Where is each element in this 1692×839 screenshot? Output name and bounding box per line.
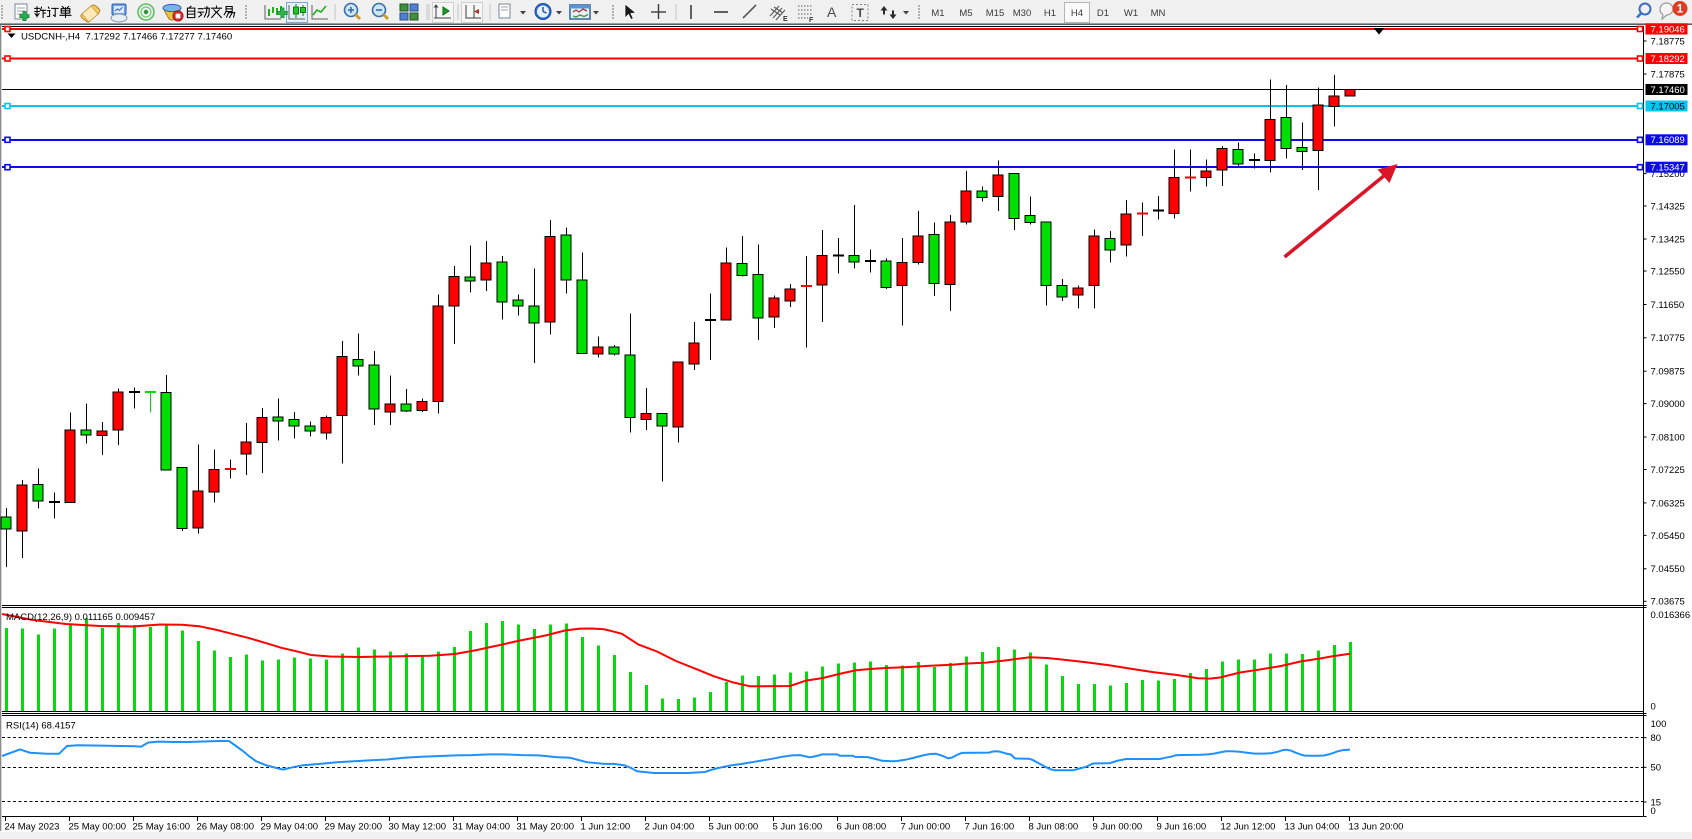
- svg-text:D1: D1: [1097, 8, 1109, 19]
- svg-text:7.10775: 7.10775: [1651, 333, 1685, 344]
- svg-text:7.03675: 7.03675: [1651, 597, 1685, 608]
- svg-text:25 May 00:00: 25 May 00:00: [69, 822, 127, 833]
- svg-text:0.016366: 0.016366: [1651, 610, 1691, 621]
- svg-text:2 Jun 04:00: 2 Jun 04:00: [645, 822, 695, 833]
- svg-text:7.09000: 7.09000: [1651, 399, 1685, 410]
- svg-text:M1: M1: [931, 8, 944, 19]
- svg-text:13 Jun 04:00: 13 Jun 04:00: [1285, 822, 1340, 833]
- svg-text:9 Jun 16:00: 9 Jun 16:00: [1157, 822, 1207, 833]
- svg-text:9 Jun 00:00: 9 Jun 00:00: [1093, 822, 1143, 833]
- svg-text:13 Jun 20:00: 13 Jun 20:00: [1349, 822, 1404, 833]
- svg-text:7 Jun 00:00: 7 Jun 00:00: [901, 822, 951, 833]
- svg-text:7.07225: 7.07225: [1651, 465, 1685, 476]
- svg-text:7.17005: 7.17005: [1651, 101, 1685, 112]
- svg-text:M30: M30: [1013, 8, 1031, 19]
- svg-text:29 May 20:00: 29 May 20:00: [325, 822, 383, 833]
- svg-text:0: 0: [1651, 702, 1656, 713]
- svg-text:26 May 08:00: 26 May 08:00: [197, 822, 255, 833]
- svg-text:31 May 20:00: 31 May 20:00: [517, 822, 575, 833]
- svg-text:1 Jun 12:00: 1 Jun 12:00: [581, 822, 631, 833]
- svg-text:7.08100: 7.08100: [1651, 432, 1685, 443]
- svg-text:12 Jun 12:00: 12 Jun 12:00: [1221, 822, 1276, 833]
- svg-text:F: F: [809, 17, 814, 24]
- svg-text:7.17875: 7.17875: [1651, 69, 1685, 80]
- svg-text:7.15347: 7.15347: [1651, 163, 1685, 174]
- svg-text:5 Jun 00:00: 5 Jun 00:00: [709, 822, 759, 833]
- svg-text:7.12550: 7.12550: [1651, 266, 1685, 277]
- svg-text:T: T: [857, 6, 865, 20]
- svg-text:7.13425: 7.13425: [1651, 234, 1685, 245]
- svg-text:A: A: [827, 4, 837, 20]
- svg-text:80: 80: [1651, 733, 1662, 744]
- svg-text:7.15200: 7.15200: [1651, 169, 1685, 180]
- svg-text:7.09875: 7.09875: [1651, 367, 1685, 378]
- svg-text:MN: MN: [1151, 8, 1166, 19]
- svg-text:RSI(14) 68.4157: RSI(14) 68.4157: [6, 721, 76, 732]
- svg-text:6 Jun 08:00: 6 Jun 08:00: [837, 822, 887, 833]
- svg-text:50: 50: [1651, 763, 1662, 774]
- svg-text:7.11650: 7.11650: [1651, 300, 1685, 311]
- svg-text:7.14325: 7.14325: [1651, 201, 1685, 212]
- svg-text:0: 0: [1651, 806, 1656, 817]
- svg-text:7 Jun 16:00: 7 Jun 16:00: [965, 822, 1015, 833]
- svg-text:7.06325: 7.06325: [1651, 498, 1685, 509]
- svg-text:7.05450: 7.05450: [1651, 531, 1685, 542]
- svg-text:E: E: [783, 16, 788, 23]
- svg-text:7.16089: 7.16089: [1651, 135, 1685, 146]
- svg-text:100: 100: [1651, 719, 1667, 730]
- svg-text:1: 1: [1677, 4, 1684, 16]
- svg-text:7.18292: 7.18292: [1651, 54, 1685, 65]
- svg-text:15: 15: [1651, 797, 1662, 808]
- svg-text:H4: H4: [1071, 8, 1083, 19]
- svg-text:30 May 12:00: 30 May 12:00: [389, 822, 447, 833]
- svg-text:7.04550: 7.04550: [1651, 564, 1685, 575]
- svg-text:8 Jun 08:00: 8 Jun 08:00: [1029, 822, 1079, 833]
- svg-text:M5: M5: [959, 8, 972, 19]
- svg-text:USDCNH-,H4 7.17292 7.17466 7.: USDCNH-,H4 7.17292 7.17466 7.17277 7.174…: [21, 32, 232, 43]
- svg-text:31 May 04:00: 31 May 04:00: [453, 822, 511, 833]
- svg-text:7.19046: 7.19046: [1651, 24, 1685, 35]
- svg-text:5 Jun 16:00: 5 Jun 16:00: [773, 822, 823, 833]
- svg-text:MACD(12,26,9) 0.011165 0.00945: MACD(12,26,9) 0.011165 0.009457: [6, 612, 155, 623]
- svg-text:25 May 16:00: 25 May 16:00: [133, 822, 191, 833]
- svg-text:7.17460: 7.17460: [1651, 85, 1685, 96]
- svg-text:H1: H1: [1044, 8, 1056, 19]
- svg-text:W1: W1: [1124, 8, 1138, 19]
- svg-text:M15: M15: [986, 8, 1004, 19]
- svg-text:24 May 2023: 24 May 2023: [5, 822, 60, 833]
- svg-text:29 May 04:00: 29 May 04:00: [261, 822, 319, 833]
- svg-text:7.18775: 7.18775: [1651, 36, 1685, 47]
